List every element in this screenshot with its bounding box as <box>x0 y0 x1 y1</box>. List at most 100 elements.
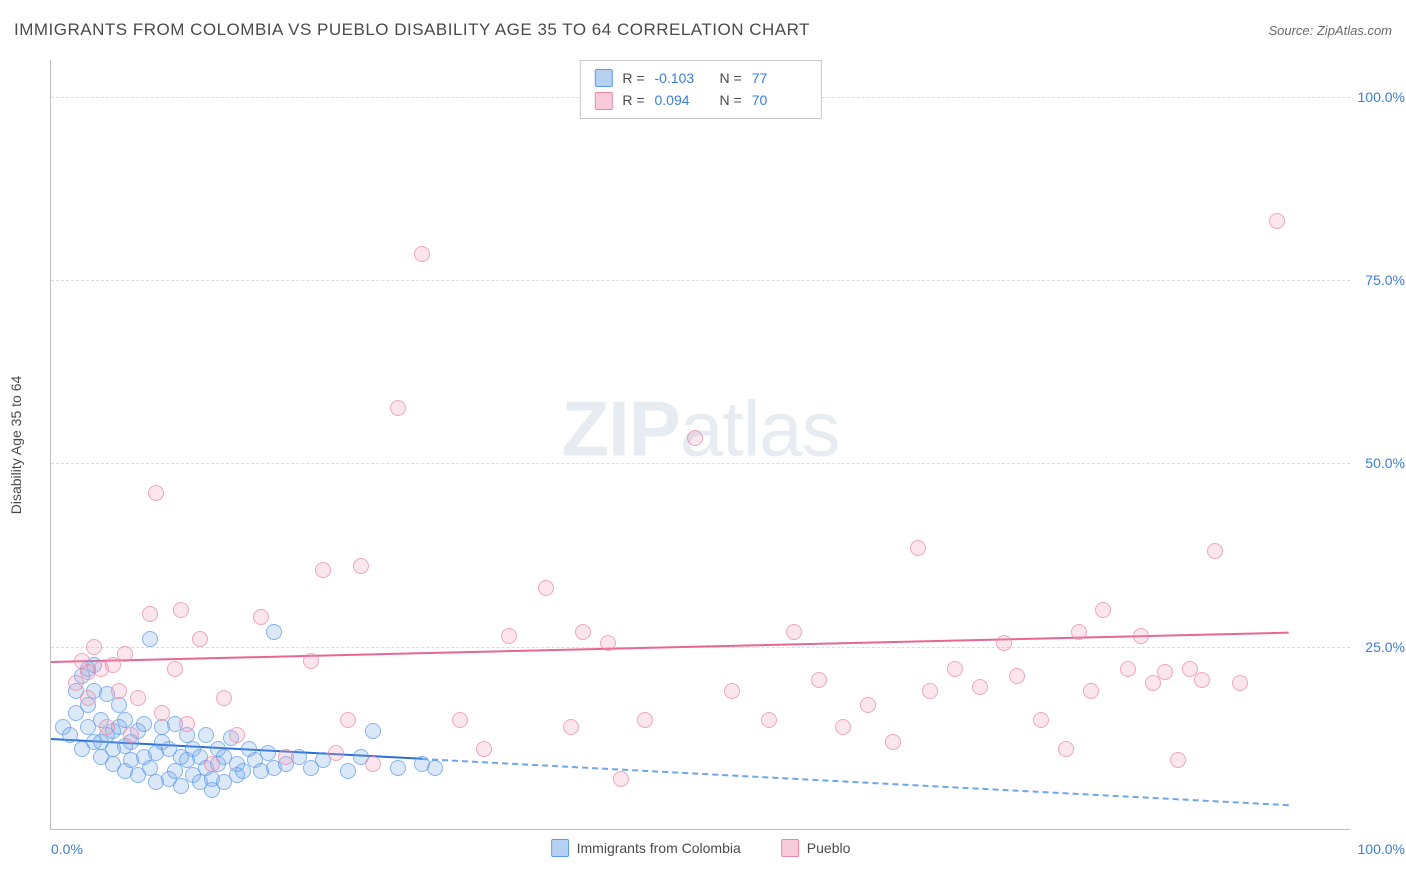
data-point <box>86 639 102 655</box>
data-point <box>1170 752 1186 768</box>
data-point <box>452 712 468 728</box>
data-point <box>761 712 777 728</box>
legend-swatch <box>781 839 799 857</box>
data-point <box>885 734 901 750</box>
data-point <box>1058 741 1074 757</box>
data-point <box>538 580 554 596</box>
gridline <box>51 463 1350 464</box>
data-point <box>148 485 164 501</box>
data-point <box>922 683 938 699</box>
data-point <box>1120 661 1136 677</box>
data-point <box>637 712 653 728</box>
legend-swatch <box>551 839 569 857</box>
data-point <box>1071 624 1087 640</box>
legend-r-value: 0.094 <box>655 89 710 111</box>
data-point <box>167 661 183 677</box>
legend-r-label: R = <box>622 89 644 111</box>
data-point <box>111 683 127 699</box>
data-point <box>1095 602 1111 618</box>
legend-correlation: R =-0.103N =77R =0.094N =70 <box>579 60 821 119</box>
data-point <box>390 400 406 416</box>
legend-n-label: N = <box>720 67 742 89</box>
trend-line <box>51 632 1289 663</box>
data-point <box>353 558 369 574</box>
data-point <box>80 690 96 706</box>
data-point <box>340 763 356 779</box>
chart-title: IMMIGRANTS FROM COLOMBIA VS PUEBLO DISAB… <box>14 20 810 40</box>
legend-item: Immigrants from Colombia <box>551 839 741 857</box>
data-point <box>365 756 381 772</box>
y-tick-label: 25.0% <box>1365 639 1405 655</box>
data-point <box>1207 543 1223 559</box>
y-axis-label: Disability Age 35 to 64 <box>8 375 24 514</box>
data-point <box>687 430 703 446</box>
data-point <box>111 697 127 713</box>
data-point <box>142 606 158 622</box>
data-point <box>972 679 988 695</box>
watermark: ZIPatlas <box>561 384 839 475</box>
data-point <box>62 727 78 743</box>
legend-r-value: -0.103 <box>655 67 710 89</box>
data-point <box>123 727 139 743</box>
data-point <box>390 760 406 776</box>
data-point <box>260 745 276 761</box>
data-point <box>613 771 629 787</box>
data-point <box>130 690 146 706</box>
data-point <box>1157 664 1173 680</box>
legend-row: R =0.094N =70 <box>594 89 806 111</box>
data-point <box>179 716 195 732</box>
chart-header: IMMIGRANTS FROM COLOMBIA VS PUEBLO DISAB… <box>14 20 1392 40</box>
data-point <box>724 683 740 699</box>
data-point <box>328 745 344 761</box>
data-point <box>253 609 269 625</box>
data-point <box>136 716 152 732</box>
data-point <box>365 723 381 739</box>
data-point <box>575 624 591 640</box>
data-point <box>476 741 492 757</box>
data-point <box>198 727 214 743</box>
legend-n-label: N = <box>720 89 742 111</box>
data-point <box>1194 672 1210 688</box>
data-point <box>1133 628 1149 644</box>
plot-region: ZIPatlas Disability Age 35 to 64 0.0% 10… <box>50 60 1350 830</box>
data-point <box>427 760 443 776</box>
data-point <box>910 540 926 556</box>
chart-source: Source: ZipAtlas.com <box>1268 23 1392 38</box>
y-tick-label: 50.0% <box>1365 455 1405 471</box>
data-point <box>204 756 220 772</box>
gridline <box>51 280 1350 281</box>
y-tick-label: 100.0% <box>1358 89 1405 105</box>
legend-series: Immigrants from Colombia Pueblo <box>551 839 851 857</box>
watermark-light: atlas <box>680 385 840 473</box>
legend-item: Pueblo <box>781 839 851 857</box>
data-point <box>142 760 158 776</box>
data-point <box>278 749 294 765</box>
data-point <box>229 727 245 743</box>
data-point <box>154 705 170 721</box>
data-point <box>501 628 517 644</box>
data-point <box>414 246 430 262</box>
data-point <box>266 624 282 640</box>
watermark-bold: ZIP <box>561 385 679 473</box>
data-point <box>192 631 208 647</box>
legend-row: R =-0.103N =77 <box>594 67 806 89</box>
data-point <box>142 631 158 647</box>
y-tick-label: 75.0% <box>1365 272 1405 288</box>
data-point <box>117 646 133 662</box>
data-point <box>600 635 616 651</box>
data-point <box>315 562 331 578</box>
legend-label: Immigrants from Colombia <box>577 840 741 856</box>
chart-area: ZIPatlas Disability Age 35 to 64 0.0% 10… <box>50 60 1350 830</box>
data-point <box>216 690 232 706</box>
trend-line <box>422 758 1289 806</box>
data-point <box>860 697 876 713</box>
data-point <box>1033 712 1049 728</box>
data-point <box>1009 668 1025 684</box>
data-point <box>947 661 963 677</box>
data-point <box>340 712 356 728</box>
legend-r-label: R = <box>622 67 644 89</box>
x-tick-min: 0.0% <box>51 841 83 857</box>
data-point <box>835 719 851 735</box>
legend-label: Pueblo <box>807 840 851 856</box>
data-point <box>173 602 189 618</box>
